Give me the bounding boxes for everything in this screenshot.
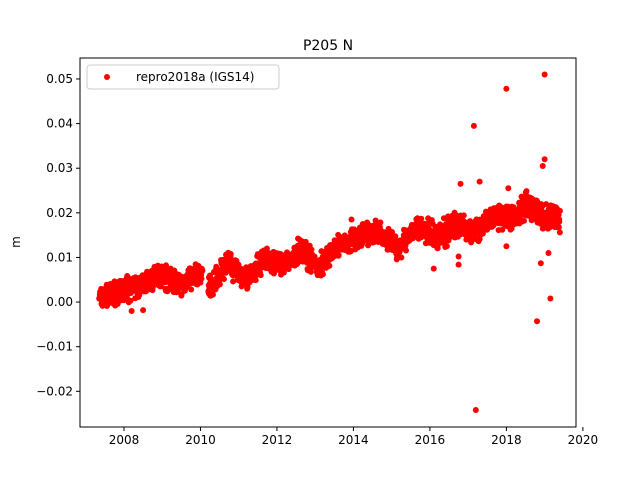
data-point bbox=[539, 162, 546, 169]
data-point bbox=[209, 291, 216, 298]
data-point bbox=[403, 247, 410, 254]
y-axis: −0.02 −0.01 0.00 0.01 0.02 0.03 0.04 0.05 bbox=[36, 72, 80, 398]
data-point bbox=[460, 212, 467, 219]
data-point bbox=[392, 233, 399, 240]
data-point bbox=[198, 275, 205, 282]
data-point bbox=[555, 224, 562, 231]
data-point bbox=[537, 260, 544, 267]
data-point bbox=[472, 407, 479, 414]
data-point bbox=[285, 266, 292, 273]
x-tick-label: 2012 bbox=[262, 433, 293, 447]
data-point bbox=[188, 286, 195, 293]
data-point bbox=[470, 122, 477, 129]
data-point bbox=[263, 245, 270, 252]
data-point bbox=[476, 178, 483, 185]
data-point bbox=[244, 284, 251, 291]
data-point bbox=[455, 253, 462, 260]
data-point bbox=[468, 239, 475, 246]
data-point bbox=[533, 318, 540, 325]
data-point bbox=[252, 277, 259, 284]
data-point bbox=[319, 271, 326, 278]
data-point bbox=[457, 180, 464, 187]
y-tick-label: −0.01 bbox=[36, 340, 73, 354]
data-point bbox=[128, 307, 135, 314]
legend-marker bbox=[104, 74, 110, 80]
data-point bbox=[499, 226, 506, 233]
data-point bbox=[556, 216, 563, 223]
data-point bbox=[443, 243, 450, 250]
data-point bbox=[541, 156, 548, 163]
data-point bbox=[140, 307, 147, 314]
data-point bbox=[547, 295, 554, 302]
x-tick-label: 2018 bbox=[491, 433, 522, 447]
legend-label: repro2018a (IGS14) bbox=[136, 70, 254, 84]
data-point bbox=[556, 207, 563, 214]
data-point bbox=[556, 229, 563, 236]
data-points bbox=[96, 71, 563, 414]
data-point bbox=[307, 268, 314, 275]
y-tick-label: −0.02 bbox=[36, 384, 73, 398]
x-axis: 2008 2010 2012 2014 2016 2018 2020 bbox=[109, 427, 598, 447]
data-point bbox=[335, 252, 342, 259]
data-point bbox=[280, 269, 287, 276]
y-tick-label: 0.04 bbox=[46, 117, 73, 131]
data-point bbox=[302, 238, 309, 245]
x-tick-label: 2014 bbox=[338, 433, 369, 447]
data-point bbox=[430, 265, 437, 272]
data-point bbox=[227, 250, 234, 257]
x-tick-label: 2008 bbox=[109, 433, 140, 447]
chart-title: P205 N bbox=[303, 38, 353, 54]
x-tick-label: 2020 bbox=[568, 433, 599, 447]
y-axis-label: m bbox=[9, 236, 23, 248]
data-point bbox=[377, 219, 384, 226]
data-point bbox=[503, 85, 510, 92]
data-point bbox=[418, 215, 425, 222]
data-point bbox=[230, 278, 237, 285]
data-point bbox=[149, 284, 156, 291]
data-point bbox=[545, 249, 552, 256]
y-tick-label: 0.03 bbox=[46, 161, 73, 175]
y-tick-label: 0.01 bbox=[46, 250, 73, 264]
data-point bbox=[389, 228, 396, 235]
data-point bbox=[523, 188, 530, 195]
data-point bbox=[455, 261, 462, 268]
data-point bbox=[199, 267, 206, 274]
data-point bbox=[220, 276, 227, 283]
legend-box bbox=[86, 64, 280, 90]
y-tick-label: 0.00 bbox=[46, 295, 73, 309]
x-tick-label: 2016 bbox=[415, 433, 446, 447]
data-point bbox=[543, 201, 550, 208]
data-point bbox=[257, 272, 264, 279]
data-point bbox=[216, 281, 223, 288]
y-tick-label: 0.02 bbox=[46, 206, 73, 220]
data-point bbox=[521, 217, 528, 224]
data-point bbox=[348, 216, 355, 223]
data-point bbox=[308, 246, 315, 253]
data-point bbox=[503, 243, 510, 250]
data-point bbox=[127, 297, 134, 304]
data-point bbox=[326, 262, 333, 269]
data-point bbox=[541, 71, 548, 78]
x-tick-label: 2010 bbox=[185, 433, 216, 447]
y-tick-label: 0.05 bbox=[46, 72, 73, 86]
legend: repro2018a (IGS14) bbox=[86, 64, 280, 90]
data-point bbox=[398, 254, 405, 261]
data-point bbox=[505, 185, 512, 192]
data-point bbox=[136, 291, 143, 298]
plot-frame bbox=[79, 57, 577, 428]
